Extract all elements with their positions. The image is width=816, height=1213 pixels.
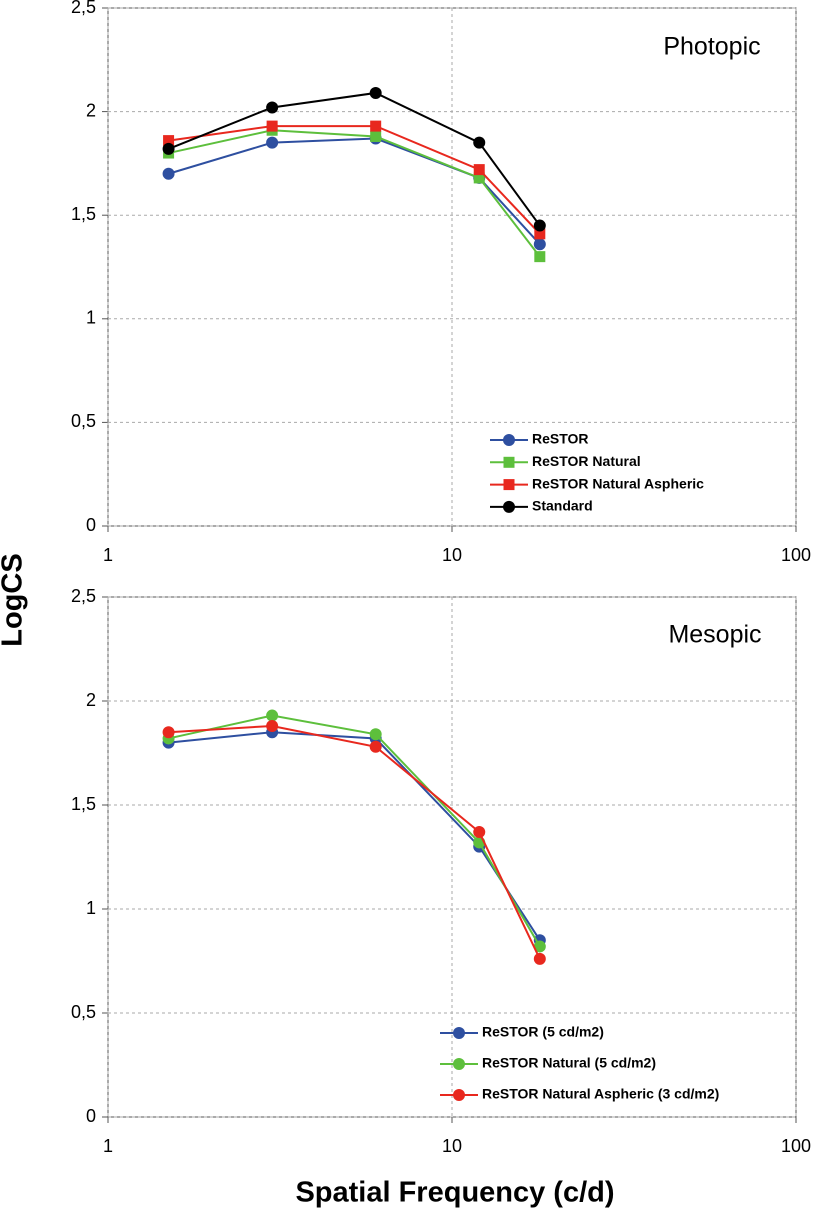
data-point [473,172,485,184]
x-tick-label: 10 [442,545,462,565]
legend-marker [503,500,515,513]
y-tick-label: 2 [86,100,96,120]
data-point [533,219,546,232]
data-point [533,238,546,251]
y-tick-label: 0,5 [71,411,96,431]
y-tick-label: 1 [86,898,96,918]
data-point [473,136,486,149]
y-tick-label: 1,5 [71,204,96,224]
legend-label: ReSTOR (5 cd/m2) [482,1024,604,1040]
data-point [266,719,279,732]
legend-label: ReSTOR Natural Aspheric (3 cd/m2) [482,1086,719,1102]
legend-label: ReSTOR [532,431,589,447]
x-tick-label: 100 [781,1136,811,1156]
data-point [369,740,382,753]
legend-label: Standard [532,498,593,514]
y-tick-label: 2,5 [71,0,96,17]
series-line [168,91,541,227]
legend-marker [503,434,515,446]
y-tick-label: 1,5 [71,794,96,814]
chart-title: Mesopic [668,621,761,649]
legend-label: ReSTOR Natural (5 cd/m2) [482,1055,656,1071]
x-tick-label: 1 [103,1136,113,1156]
legend-marker [453,1089,465,1101]
data-point [266,709,279,722]
y-tick-label: 0 [86,1106,96,1126]
data-point [369,728,382,741]
data-point [473,164,485,176]
chart-title: Photopic [663,33,760,61]
data-point [534,251,546,263]
y-tick-label: 2,5 [71,586,96,606]
data-point [369,86,382,99]
y-axis-label: LogCS [0,553,29,646]
y-tick-label: 1 [86,308,96,328]
data-point [534,228,546,240]
x-tick-label: 1 [103,545,113,565]
legend-marker [453,1058,465,1070]
series-line [168,724,541,960]
data-point [162,167,175,180]
data-point [266,136,279,149]
y-tick-label: 0,5 [71,1002,96,1022]
x-tick-label: 100 [781,545,811,565]
data-point [370,130,382,142]
data-point [473,826,486,839]
data-point [162,726,175,739]
data-point [370,120,382,132]
legend-label: ReSTOR Natural Aspheric [532,475,704,491]
y-tick-label: 0 [86,515,96,535]
data-point [533,940,546,953]
legend-marker [503,479,515,491]
legend-marker [503,456,515,468]
data-point [162,142,175,155]
y-tick-label: 2 [86,690,96,710]
data-point [533,952,546,965]
x-axis-label: Spatial Frequency (c/d) [295,1177,614,1209]
data-point [266,101,279,114]
x-tick-label: 10 [442,1136,462,1156]
data-point [163,135,175,147]
legend-label: ReSTOR Natural [532,453,641,469]
legend-marker [453,1027,465,1039]
data-point [266,120,278,132]
series-line [168,137,541,245]
